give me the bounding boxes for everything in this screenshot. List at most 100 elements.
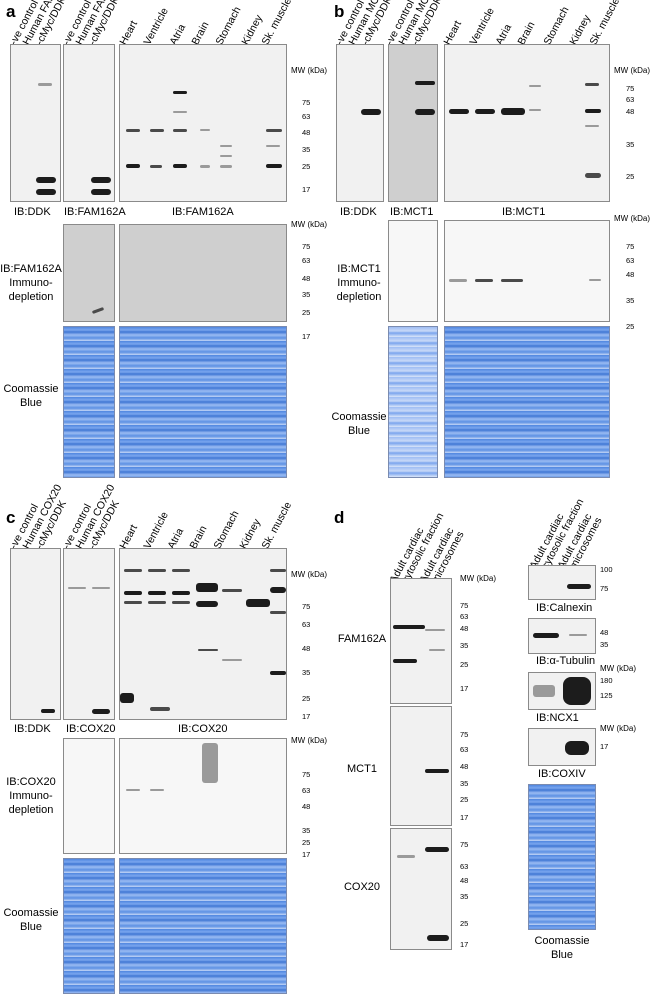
coomassie-label: Coomassie Blue: [3, 907, 59, 933]
mw-marker: 63: [460, 612, 469, 621]
ib-label: IB:Calnexin: [536, 602, 593, 614]
mw-marker: 35: [460, 779, 469, 788]
blot-ncx1: [528, 672, 596, 710]
mw-marker: 17: [460, 813, 469, 822]
ib-label: IB:DDK: [14, 206, 51, 218]
coomassie-gel: [63, 326, 115, 478]
blot-cox20-tissues: [119, 548, 287, 720]
lane-label: Sk. muscle: [259, 0, 295, 48]
mw-marker: 48: [302, 802, 311, 811]
mw-marker: 35: [302, 668, 311, 677]
coomassie-gel-fractions: [528, 784, 596, 930]
mw-marker: 63: [302, 256, 311, 265]
mw-marker: 48: [302, 274, 311, 283]
blot-fam162a-overexpression: [63, 44, 115, 202]
lane-label: Heart: [117, 18, 141, 47]
mw-marker: 25: [302, 694, 311, 703]
mw-marker: 75: [600, 584, 609, 593]
mw-marker: 75: [302, 602, 311, 611]
mw-header: MW (kDa): [291, 220, 327, 229]
mw-marker: 48: [302, 128, 311, 137]
mw-marker: 17: [302, 850, 311, 859]
mw-marker: 63: [460, 745, 469, 754]
blot-immunodepletion-tissues: [119, 738, 287, 854]
mw-marker: 25: [302, 308, 311, 317]
coomassie-gel-tissues: [119, 326, 287, 478]
mw-marker: 75: [460, 601, 469, 610]
blot-cox20-fractions: [390, 828, 452, 950]
ib-label: IB:α-Tubulin: [536, 655, 596, 667]
blot-cox20-overexpression: [63, 548, 115, 720]
mw-marker: 100: [600, 565, 613, 574]
mw-marker: 35: [460, 892, 469, 901]
mw-marker: 25: [302, 162, 311, 171]
immunodepletion-label: IB:MCT1 Immuno- depletion: [336, 263, 382, 303]
blot-mct1-overexpression: [388, 44, 438, 202]
mw-marker: 35: [302, 290, 311, 299]
mw-marker: 63: [626, 256, 635, 265]
blot-mct1-tissues: [444, 44, 610, 202]
blot-ddk: [10, 548, 61, 720]
ib-label: IB:DDK: [340, 206, 377, 218]
blot-fam162a-fractions: [390, 578, 452, 704]
mw-marker: 48: [302, 644, 311, 653]
immunodepletion-label: IB:FAM162A Immuno- depletion: [0, 263, 62, 303]
mw-marker: 63: [302, 620, 311, 629]
mw-marker: 75: [302, 98, 311, 107]
mw-marker: 48: [460, 762, 469, 771]
mw-marker: 48: [626, 270, 635, 279]
mw-marker: 35: [302, 145, 311, 154]
mw-marker: 48: [460, 624, 469, 633]
blot-ddk: [10, 44, 61, 202]
mw-marker: 25: [626, 322, 635, 331]
mw-header: MW (kDa): [291, 570, 327, 579]
mw-header: MW (kDa): [614, 66, 650, 75]
mw-marker: 25: [460, 795, 469, 804]
ib-label: IB:COX20: [66, 723, 116, 735]
blot-immunodepletion: [63, 738, 115, 854]
coomassie-label: Coomassie Blue: [534, 935, 590, 961]
blot-coxiv: [528, 728, 596, 766]
ib-label: IB:NCX1: [536, 712, 579, 724]
lane-label: Brain: [189, 19, 212, 47]
mw-marker: 75: [460, 730, 469, 739]
coomassie-label: Coomassie Blue: [3, 383, 59, 409]
ib-label: IB:COXIV: [538, 768, 586, 780]
mw-marker: 75: [460, 840, 469, 849]
ib-label: IB:MCT1: [390, 206, 434, 218]
blot-ddk: [336, 44, 384, 202]
mw-marker: 17: [302, 712, 311, 721]
mw-marker: 25: [460, 660, 469, 669]
panel-letter-c: c: [6, 508, 16, 527]
mw-marker: 63: [626, 95, 635, 104]
lane-label: Brain: [515, 19, 538, 47]
mw-marker: 25: [302, 838, 311, 847]
mw-marker: 48: [600, 628, 609, 637]
panel-letter-d: d: [334, 508, 345, 527]
mw-marker: 35: [626, 140, 635, 149]
mw-marker: 75: [302, 770, 311, 779]
mw-marker: 180: [600, 676, 613, 685]
mw-marker: 125: [600, 691, 613, 700]
blot-mct1-fractions: [390, 706, 452, 826]
lane-label: Kidney: [237, 517, 264, 551]
mw-marker: 17: [302, 185, 311, 194]
mw-marker: 17: [460, 684, 469, 693]
fam162a-label: FAM162A: [337, 633, 387, 645]
immunodepletion-label: IB:COX20 Immuno- depletion: [6, 776, 56, 816]
blot-fam162a-tissues: [119, 44, 287, 202]
mw-marker: 75: [626, 242, 635, 251]
mw-header: MW (kDa): [614, 214, 650, 223]
ib-label: IB:DDK: [14, 723, 51, 735]
mw-marker: 35: [600, 640, 609, 649]
mw-marker: 17: [600, 742, 609, 751]
mw-marker: 48: [460, 876, 469, 885]
coomassie-gel-tissues: [119, 858, 287, 994]
blot-immunodepletion: [63, 224, 115, 322]
coomassie-gel: [63, 858, 115, 994]
mw-marker: 75: [626, 84, 635, 93]
ib-label: IB:FAM162A: [172, 206, 234, 218]
mw-marker: 35: [626, 296, 635, 305]
mw-header: MW (kDa): [600, 724, 636, 733]
blot-immunodepletion-tissues: [119, 224, 287, 322]
